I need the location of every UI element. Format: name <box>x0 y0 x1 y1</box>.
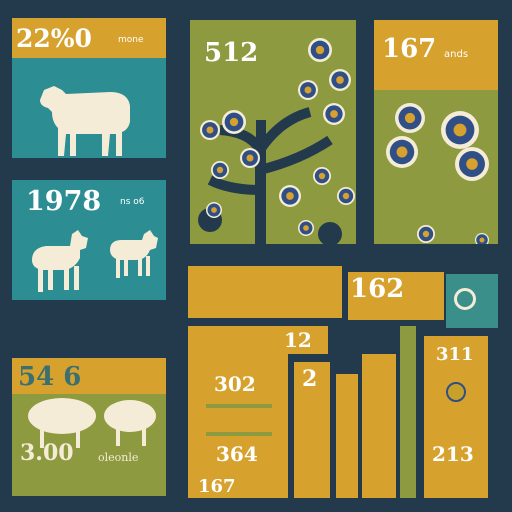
flower-stat-caption: ands <box>444 49 469 60</box>
bar-column-right <box>424 336 488 498</box>
bar-column-3 <box>362 354 396 498</box>
flower-stat-value: 167 <box>382 34 437 64</box>
blossom-icon <box>313 167 331 185</box>
column-value: 2 <box>302 366 318 392</box>
blossom-icon <box>386 136 418 168</box>
blossom-icon <box>417 225 435 243</box>
stat-panel-tree: 512 <box>190 20 356 244</box>
blossom-icon <box>475 233 489 244</box>
bar-column-2 <box>336 374 358 498</box>
divider <box>206 404 272 408</box>
bar-group: 162 12 302 364 167 2 311 213 <box>188 266 498 498</box>
blossom-icon <box>200 120 220 140</box>
blossom-icon <box>337 187 355 205</box>
panel-header-band <box>12 18 166 58</box>
blossom-icon <box>329 69 351 91</box>
bar-column-4 <box>400 326 416 498</box>
right-value-2: 213 <box>432 442 474 466</box>
blossom-icon <box>395 103 425 133</box>
cow-stat-caption: mone <box>118 35 144 45</box>
blossom-icon <box>308 38 332 62</box>
stat-panel-cow: 22%0 mone <box>12 18 166 158</box>
bar-header-left <box>188 266 342 318</box>
blossom-icon <box>222 110 246 134</box>
blossom-icon <box>298 220 314 236</box>
sheep-icon-right <box>110 230 158 278</box>
bar-strip-value: 12 <box>284 328 312 352</box>
sheep-stat-value: 1978 <box>26 186 102 217</box>
blossom-icon <box>455 147 489 181</box>
box-value-3: 167 <box>198 476 236 497</box>
field-stat-value: 54 6 <box>18 362 82 392</box>
blossom-icon <box>279 185 301 207</box>
cow-icon <box>40 86 130 156</box>
bar-header-mid <box>348 272 444 320</box>
stat-panel-flowers: 167 ands <box>374 20 498 244</box>
blossom-icon <box>240 148 260 168</box>
bar-big-box <box>188 354 288 498</box>
divider <box>206 432 272 436</box>
bar-header-value: 162 <box>350 274 405 304</box>
bar-column-1 <box>294 362 330 498</box>
bar-strip <box>188 326 328 354</box>
field-stat-value-2: 3.00 <box>20 440 74 466</box>
blossom-icon <box>211 161 229 179</box>
panel-header-band <box>12 358 166 394</box>
panel-header-band <box>374 20 498 90</box>
sheep-icon-field <box>28 398 156 448</box>
field-stat-caption: oleonle <box>98 451 139 464</box>
blossom-icon <box>323 103 345 125</box>
flower-icon <box>446 382 466 402</box>
sheep-stat-caption: ns o6 <box>120 197 145 207</box>
box-value-1: 302 <box>214 372 256 396</box>
tree-stat-value: 512 <box>204 38 259 68</box>
box-value-2: 364 <box>216 442 258 466</box>
cow-stat-value: 22%0 <box>16 24 92 53</box>
blossom-icon <box>206 202 222 218</box>
stat-panel-sheep-field: 54 6 3.00 oleonle <box>12 358 166 496</box>
right-value-1: 311 <box>436 344 474 365</box>
sheep-icon-left <box>32 230 88 292</box>
blossom-icon <box>441 111 479 149</box>
circle-icon <box>454 288 476 310</box>
stat-panel-sheep-pair: 1978 ns o6 <box>12 180 166 300</box>
blossom-icon <box>298 80 318 100</box>
